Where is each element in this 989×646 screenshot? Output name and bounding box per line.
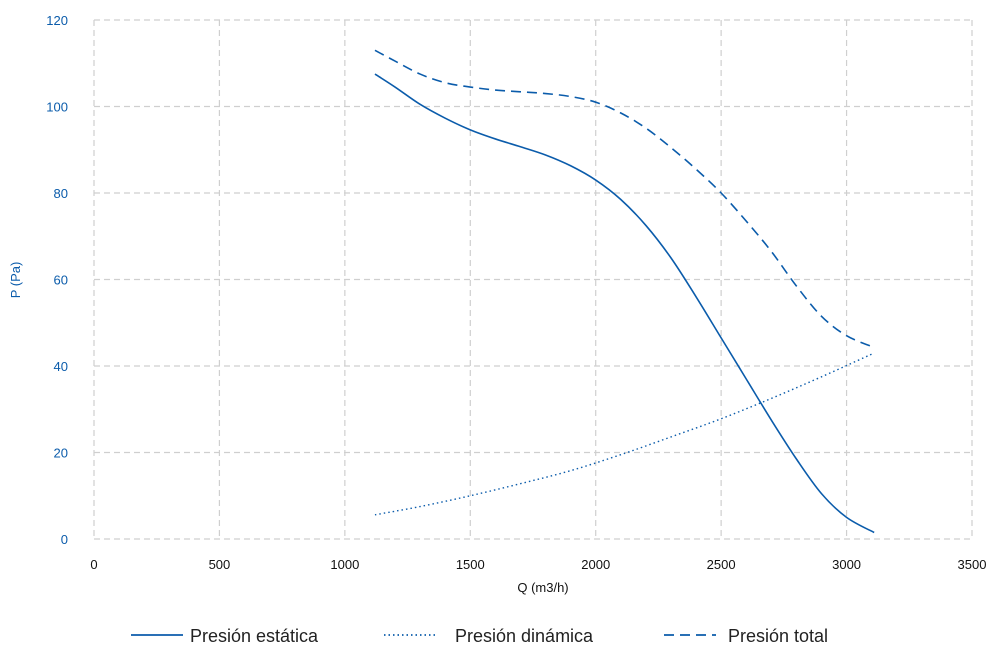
x-tick-label: 500: [209, 557, 231, 572]
x-tick-label: 0: [90, 557, 97, 572]
y-tick-label: 100: [46, 100, 68, 115]
x-tick-label: 3500: [958, 557, 987, 572]
legend-item: Presión total: [664, 626, 828, 646]
x-tick-label: 3000: [832, 557, 861, 572]
legend-item: Presión dinámica: [384, 626, 594, 646]
legend-label: Presión dinámica: [455, 626, 594, 646]
x-axis-ticks: 0 500 1000 1500 2000 2500 3000 3500: [90, 557, 986, 572]
series-lines: [374, 49, 875, 534]
x-tick-label: 2000: [581, 557, 610, 572]
x-axis-title: Q (m3/h): [517, 580, 568, 595]
y-tick-label: 60: [54, 273, 68, 288]
y-tick-label: 80: [54, 186, 68, 201]
x-tick-label: 2500: [707, 557, 736, 572]
series-line-dashed: [374, 49, 875, 349]
series-line-solid: [374, 73, 875, 534]
legend-label: Presión estática: [190, 626, 319, 646]
x-tick-label: 1000: [330, 557, 359, 572]
legend: Presión estática Presión dinámica Presión …: [131, 626, 828, 646]
y-tick-label: 40: [54, 359, 68, 374]
y-axis-ticks: 0 20 40 60 80 100 120: [46, 13, 68, 547]
x-tick-label: 1500: [456, 557, 485, 572]
legend-label: Presión total: [728, 626, 828, 646]
y-tick-label: 120: [46, 13, 68, 28]
y-tick-label: 0: [61, 532, 68, 547]
y-axis-title: P (Pa): [8, 262, 23, 299]
series-line-dotted: [374, 352, 875, 516]
grid: [93, 19, 973, 540]
legend-item: Presión estática: [131, 626, 319, 646]
y-tick-label: 20: [54, 446, 68, 461]
